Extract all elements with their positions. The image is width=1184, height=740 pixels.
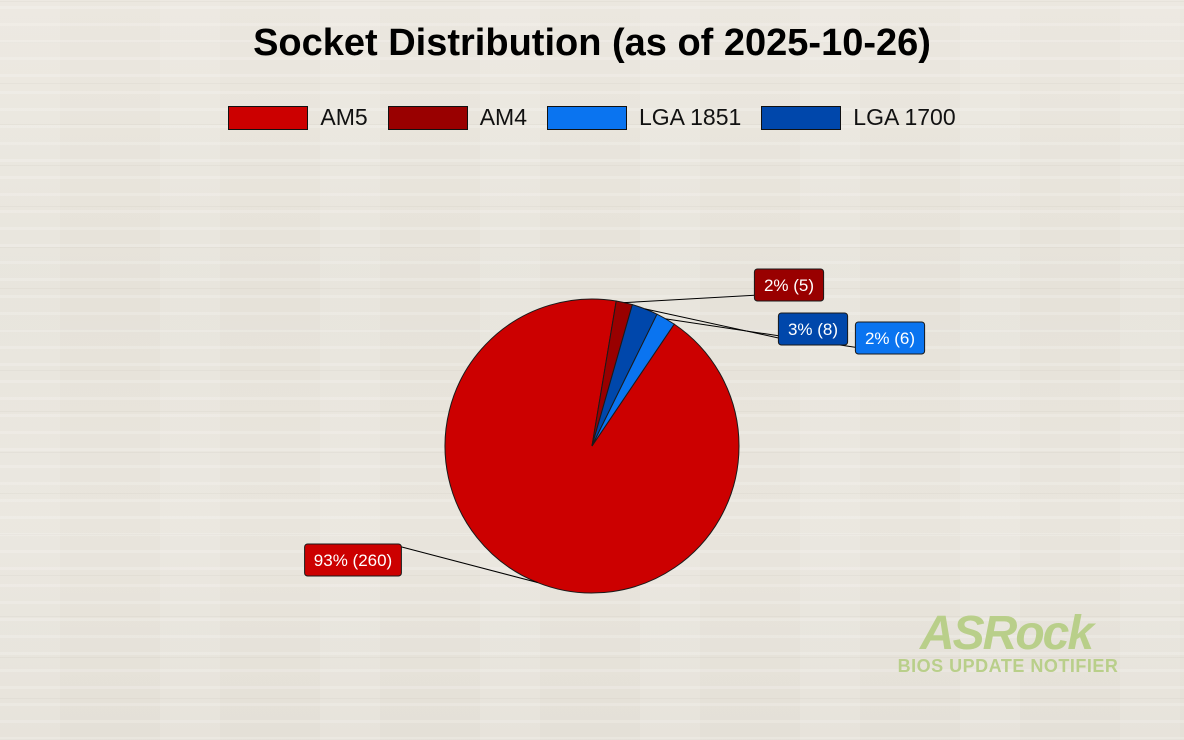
data-label-box-am4	[753, 268, 825, 302]
legend-label-lga1851: LGA 1851	[638, 104, 742, 130]
data-label-lga1851: 2% (6)	[865, 329, 915, 348]
legend-swatch-lga1851	[546, 105, 627, 130]
legend-label-am4: AM4	[479, 104, 527, 130]
data-label-lga1700: 3% (8)	[788, 320, 838, 339]
data-label-am5: 93% (260)	[314, 551, 392, 570]
legend-label-lga1700: LGA 1700	[853, 104, 956, 130]
asrock-logo: ASRock BIOS UPDATE NOTIFIER	[888, 606, 1128, 686]
data-label-am4: 2% (5)	[764, 276, 814, 295]
data-labels: 93% (260) 2% (5) 3% (8) 2% (6)	[304, 268, 926, 577]
legend-swatch-am5	[228, 105, 309, 130]
leader-line-am4	[624, 294, 760, 304]
pie-slice-lga1851	[591, 313, 675, 447]
data-label-box-lga1700	[777, 312, 849, 346]
data-label-box-lga1851	[854, 321, 926, 355]
leader-line-am5	[397, 545, 538, 584]
chart-legend: AM5 AM4 LGA 1851 LGA 1700	[0, 104, 1184, 131]
legend-swatch-am4	[387, 105, 468, 130]
legend-swatch-lga1700	[761, 105, 842, 130]
logo-wordmark: ASRock	[919, 607, 1094, 660]
logo-subtitle: BIOS UPDATE NOTIFIER	[897, 656, 1119, 676]
legend-item-lga1851: LGA 1851	[546, 104, 742, 131]
chart-title: Socket Distribution (as of 2025-10-26)	[253, 22, 931, 64]
legend-item-lga1700: LGA 1700	[761, 104, 956, 131]
pie-slices	[444, 298, 740, 594]
legend-item-am4: AM4	[387, 104, 527, 131]
legend-item-am5: AM5	[228, 104, 368, 131]
legend-label-am5: AM5	[320, 104, 368, 130]
leader-line-lga1700	[644, 308, 784, 340]
data-label-box-am5	[304, 543, 402, 577]
